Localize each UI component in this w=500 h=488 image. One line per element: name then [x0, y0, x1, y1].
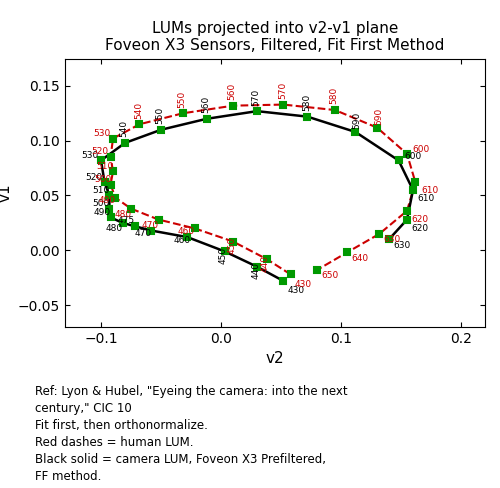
Text: 530: 530: [94, 129, 111, 138]
Text: 540: 540: [120, 120, 128, 137]
Text: 650: 650: [321, 271, 338, 280]
Text: 590: 590: [352, 112, 362, 129]
Text: 640: 640: [351, 254, 368, 263]
Text: 520: 520: [91, 147, 108, 156]
Text: 600: 600: [412, 145, 430, 155]
Text: 530: 530: [82, 151, 99, 160]
Text: 600: 600: [404, 152, 421, 161]
Text: 520: 520: [85, 173, 102, 182]
Text: 450: 450: [219, 247, 228, 264]
Text: 560: 560: [228, 83, 236, 100]
X-axis label: v2: v2: [266, 351, 284, 366]
Text: 630: 630: [393, 241, 410, 250]
Text: 440: 440: [261, 255, 270, 271]
Y-axis label: v1: v1: [0, 183, 12, 202]
Text: 480: 480: [114, 210, 132, 219]
Text: 480: 480: [106, 224, 123, 233]
Text: 470: 470: [142, 221, 159, 230]
Text: 630: 630: [384, 235, 401, 244]
Text: 440: 440: [252, 262, 260, 279]
Text: 460: 460: [174, 236, 190, 244]
Text: 590: 590: [374, 107, 383, 125]
Text: 570: 570: [278, 82, 287, 99]
Text: 510: 510: [96, 162, 114, 171]
Text: 580: 580: [330, 87, 338, 104]
Text: 500: 500: [92, 199, 110, 208]
Text: 490: 490: [98, 196, 116, 205]
Text: 540: 540: [134, 102, 143, 119]
Text: 610: 610: [417, 194, 434, 203]
Text: 490: 490: [94, 207, 111, 217]
Text: 500: 500: [94, 175, 111, 184]
Text: 620: 620: [411, 224, 428, 233]
Text: 470: 470: [134, 229, 152, 238]
Text: 450: 450: [228, 237, 236, 254]
Text: 560: 560: [201, 96, 210, 113]
Text: 430: 430: [288, 286, 304, 295]
Text: 550: 550: [177, 91, 186, 108]
Text: 580: 580: [302, 94, 311, 111]
Text: Ref: Lyon & Hubel, "Eyeing the camera: into the next
century," CIC 10
Fit first,: Ref: Lyon & Hubel, "Eyeing the camera: i…: [35, 385, 348, 483]
Text: 475: 475: [118, 216, 135, 225]
Text: 620: 620: [411, 215, 428, 224]
Text: 460: 460: [178, 227, 195, 236]
Text: 550: 550: [156, 107, 164, 124]
Text: 610: 610: [421, 186, 438, 196]
Text: 570: 570: [252, 88, 260, 105]
Title: LUMs projected into v2-v1 plane
Foveon X3 Sensors, Filtered, Fit First Method: LUMs projected into v2-v1 plane Foveon X…: [106, 21, 444, 53]
Text: 430: 430: [295, 280, 312, 289]
Text: 510: 510: [92, 186, 110, 195]
